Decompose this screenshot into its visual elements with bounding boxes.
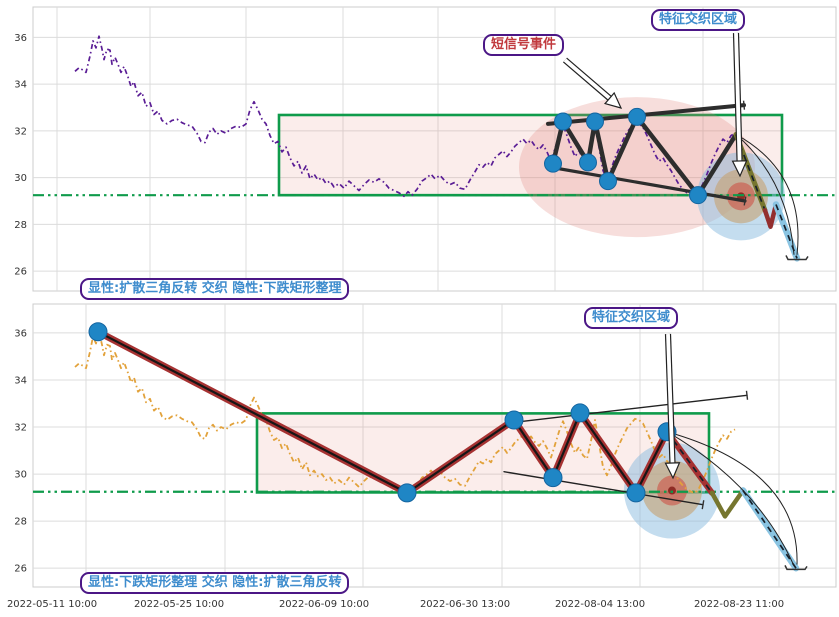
y-tick-label: 26 xyxy=(14,267,27,278)
white-arrow-shaft xyxy=(563,58,611,100)
x-tick-label: 2022-08-04 13:00 xyxy=(555,599,645,610)
y-tick-label: 26 xyxy=(14,564,27,575)
short-signal-label: 短信号事件 xyxy=(483,34,565,56)
zigzag-vertex-dot xyxy=(586,112,604,131)
zigzag-vertex-dot xyxy=(544,154,562,173)
trendline-end-tick xyxy=(745,390,749,400)
projection-segment xyxy=(762,202,779,229)
x-tick-label: 2022-08-23 11:00 xyxy=(694,599,784,610)
y-tick-label: 32 xyxy=(14,126,27,137)
plot-border xyxy=(32,303,837,588)
y-tick-label: 34 xyxy=(14,375,27,386)
trendline-end-tick xyxy=(743,196,747,206)
y-tick-label: 28 xyxy=(14,220,27,231)
white-arrow-head xyxy=(603,91,623,109)
zigzag-vertex-dot xyxy=(88,322,108,342)
weave-zone-label-bottom: 特征交织区域 xyxy=(584,307,679,329)
white-arrow-head xyxy=(731,160,748,178)
y-tick-label: 36 xyxy=(14,328,27,339)
x-tick-label: 2022-06-30 13:00 xyxy=(420,599,510,610)
pattern-rectangle xyxy=(277,113,784,197)
y-tick-label: 30 xyxy=(14,470,27,481)
zigzag-vertex-dot xyxy=(397,483,417,503)
y-tick-label: 30 xyxy=(14,173,27,184)
x-tick-label: 2022-05-25 10:00 xyxy=(134,599,224,610)
y-tick-label: 34 xyxy=(14,80,27,91)
trendline xyxy=(546,103,746,126)
projection-segment-core xyxy=(742,490,797,569)
projection-arc xyxy=(735,134,795,255)
trendline xyxy=(548,165,747,203)
end-cap-marker xyxy=(785,255,809,261)
y-tick-label: 28 xyxy=(14,517,27,528)
projection-segment xyxy=(709,488,746,519)
white-arrow-shaft xyxy=(666,333,675,464)
zigzag-vertex-dot xyxy=(628,107,646,126)
projection-arc xyxy=(735,133,799,255)
white-arrow-shaft xyxy=(734,32,742,162)
x-tick-label: 2022-06-09 10:00 xyxy=(279,599,369,610)
bullseye-circle xyxy=(668,486,676,495)
zigzag-vertex-dot xyxy=(599,172,617,191)
zigzag-vertex-dot xyxy=(504,410,524,430)
pattern-label-bottom: 显性:下跌矩形整理 交织 隐性:扩散三角反转 xyxy=(80,572,350,594)
trendline xyxy=(509,394,748,424)
y-tick-label: 32 xyxy=(14,423,27,434)
zigzag-vertex-dot xyxy=(554,112,572,131)
plot-border xyxy=(32,6,837,292)
x-tick-label: 2022-05-11 10:00 xyxy=(7,599,97,610)
trendline-end-tick xyxy=(742,100,746,110)
projection-arc xyxy=(666,431,798,565)
zigzag-vertex-dot xyxy=(626,483,646,503)
trendline xyxy=(503,471,704,506)
y-tick-label: 36 xyxy=(14,33,27,44)
zigzag-vertex-dot xyxy=(579,153,597,172)
projection-arc xyxy=(666,431,795,567)
zigzag-vertex-dot xyxy=(570,403,590,423)
price-line-bottom xyxy=(74,330,736,494)
zigzag-vertex-dot xyxy=(689,186,707,205)
price-line-top xyxy=(74,35,736,198)
zigzag-vertex-dot xyxy=(543,468,563,488)
trendline-end-tick xyxy=(701,500,705,510)
pattern-label-top: 显性:扩散三角反转 交织 隐性:下跌矩形整理 xyxy=(80,278,350,300)
white-arrow-head xyxy=(664,462,681,480)
end-cap-marker xyxy=(784,565,808,571)
weave-zone-label-top: 特征交织区域 xyxy=(651,9,746,31)
